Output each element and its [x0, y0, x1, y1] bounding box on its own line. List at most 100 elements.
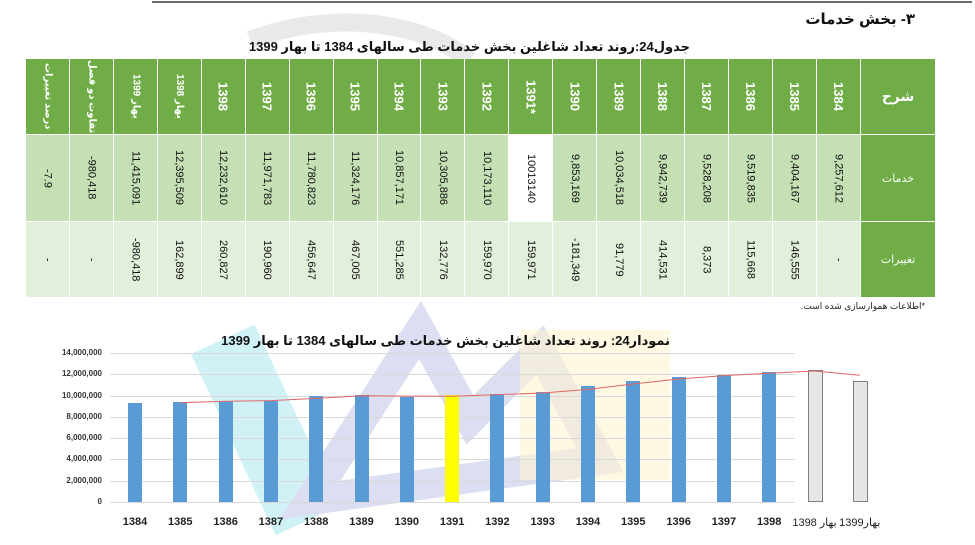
top-divider	[152, 1, 972, 3]
column-header: درصد تغییرات	[25, 59, 69, 135]
grid-line	[110, 502, 795, 503]
changes-cell: 467,005	[333, 222, 377, 298]
changes-value: 190,960	[261, 239, 274, 280]
changes-cell: 260,827	[201, 222, 245, 298]
chart-bar	[173, 401, 188, 502]
services-cell: 11,971,783	[245, 135, 289, 222]
column-header: 1390	[553, 59, 597, 135]
changes-value: 159,970	[480, 239, 493, 280]
services-cell: 11,324,176	[333, 135, 377, 222]
services-value: 10,857,171	[392, 150, 405, 206]
table-column: 1396 11,780,823 456,647	[288, 59, 333, 298]
changes-value: 414,531	[656, 239, 669, 280]
services-value: 11,324,176	[349, 150, 362, 206]
changes-value: 456,647	[305, 239, 318, 280]
changes-cell: 146,555	[773, 222, 817, 298]
x-axis-tick-label: 1398	[756, 516, 782, 528]
services-cell: 9,528,208	[685, 135, 729, 222]
services-cell: 10,173,110	[465, 135, 509, 222]
column-header: 1385	[773, 59, 817, 135]
column-header-label: 1397	[259, 82, 275, 111]
row-label-services: خدمات	[861, 135, 935, 222]
column-header-label: 1393	[435, 82, 451, 111]
column-header: 1387	[685, 59, 729, 135]
changes-value: 8,373	[700, 245, 713, 274]
changes-cell: 8,373	[685, 222, 729, 298]
services-cell: -7.9	[25, 135, 69, 222]
services-cell: 10,305,886	[421, 135, 465, 222]
column-header: بهار 1398	[157, 59, 201, 135]
chart-bar	[852, 380, 868, 502]
services-value: 11,415,091	[129, 150, 142, 206]
section-heading: ۳- بخش خدمات	[805, 11, 915, 28]
x-axis-tick-label: بهار1399	[839, 517, 881, 529]
employment-bar-chart: 14,000,000 12,000,000 10,000,000 8,000,000 6…	[0, 340, 975, 545]
table-column: 1385 9,404,167 146,555	[772, 59, 817, 298]
x-axis-tick-label: 1397	[711, 516, 737, 528]
services-value: 9,528,208	[700, 153, 713, 203]
changes-value: 132,776	[436, 239, 449, 280]
column-header: 1389	[597, 59, 641, 135]
column-header-label: 1392	[479, 82, 495, 111]
y-axis-tick-label: 4,000,000	[66, 454, 102, 464]
column-header: 1397	[245, 59, 289, 135]
column-header: 1393	[421, 59, 465, 135]
chart-bar	[490, 393, 505, 502]
table-column: 1395 11,324,176 467,005	[332, 59, 377, 298]
changes-value: 115,668	[744, 240, 757, 279]
column-header: 1392	[465, 59, 509, 135]
services-cell: 9,853,169	[553, 135, 597, 222]
x-axis-tick-label: 1389	[349, 516, 374, 528]
x-axis-tick-label: بهار 1398	[792, 517, 837, 529]
chart-bar	[218, 400, 233, 502]
chart-bar	[535, 392, 550, 502]
column-header: 1388	[641, 59, 685, 135]
services-cell: 12,395,509	[157, 135, 201, 222]
services-cell: 9,257,612	[817, 135, 860, 222]
y-axis-tick-label: 2,000,000	[66, 475, 102, 485]
services-value: 10,034,518	[612, 150, 625, 206]
table-column: 1387 9,528,208 8,373	[684, 59, 729, 298]
services-value: 9,257,612	[832, 153, 845, 203]
table-title: جدول24:روند تعداد شاغلین بخش خدمات طی سا…	[248, 39, 690, 54]
x-axis-tick-label: 1392	[485, 516, 510, 528]
changes-value: 162,899	[173, 239, 186, 280]
changes-value: 159,971	[524, 239, 537, 280]
column-header-label: بهار 1398	[174, 74, 186, 119]
x-axis-tick-label: 1385	[168, 516, 193, 528]
column-header-label: تفاوت دو فصل	[86, 59, 98, 134]
x-axis-tick-label: 1388	[303, 516, 329, 528]
table-column: 1397 11,971,783 190,960	[244, 59, 289, 298]
table-column: 1392 10,173,110 159,970	[464, 59, 509, 298]
table-footnote: *اطلاعات هموارسازی شده است.	[800, 301, 925, 311]
y-axis-tick-label: 8,000,000	[66, 411, 102, 421]
services-cell: 11,780,823	[289, 135, 333, 222]
table-column: 1388 9,942,739 414,531	[640, 59, 685, 298]
chart-bar	[399, 397, 414, 502]
changes-cell: -	[69, 222, 113, 298]
x-axis-tick-label: 1395	[621, 516, 646, 528]
y-axis-tick-label: 6,000,000	[66, 433, 102, 443]
x-axis-tick-label: 1387	[258, 516, 284, 528]
x-axis-tick-label: 1390	[394, 516, 420, 528]
trend-line	[180, 370, 860, 404]
column-header-label: 1387	[699, 82, 715, 111]
changes-cell: 159,970	[465, 222, 509, 298]
changes-cell: 456,647	[289, 222, 333, 298]
chart-bar	[354, 395, 369, 502]
y-axis-tick-label: 0	[97, 497, 102, 506]
y-axis-tick-label: 12,000,000	[61, 369, 102, 379]
services-value: 9,404,167	[788, 153, 801, 203]
changes-value: 146,555	[788, 239, 801, 280]
services-value: 10,173,110	[480, 150, 493, 206]
services-cell: 10,857,171	[377, 135, 421, 222]
services-cell: 9,404,167	[773, 135, 817, 222]
table-column: 1386 9,519,835 115,668	[728, 59, 773, 298]
x-axis-tick-label: 1393	[530, 516, 555, 528]
row-label-changes: تغییرات	[861, 222, 935, 298]
table-column: 1391* 10013140 159,971	[508, 59, 553, 298]
label-header: شرح	[861, 59, 935, 135]
services-value: 10013140	[524, 153, 537, 203]
services-cell: 10,034,518	[597, 135, 641, 222]
services-cell: 11,415,091	[113, 135, 157, 222]
